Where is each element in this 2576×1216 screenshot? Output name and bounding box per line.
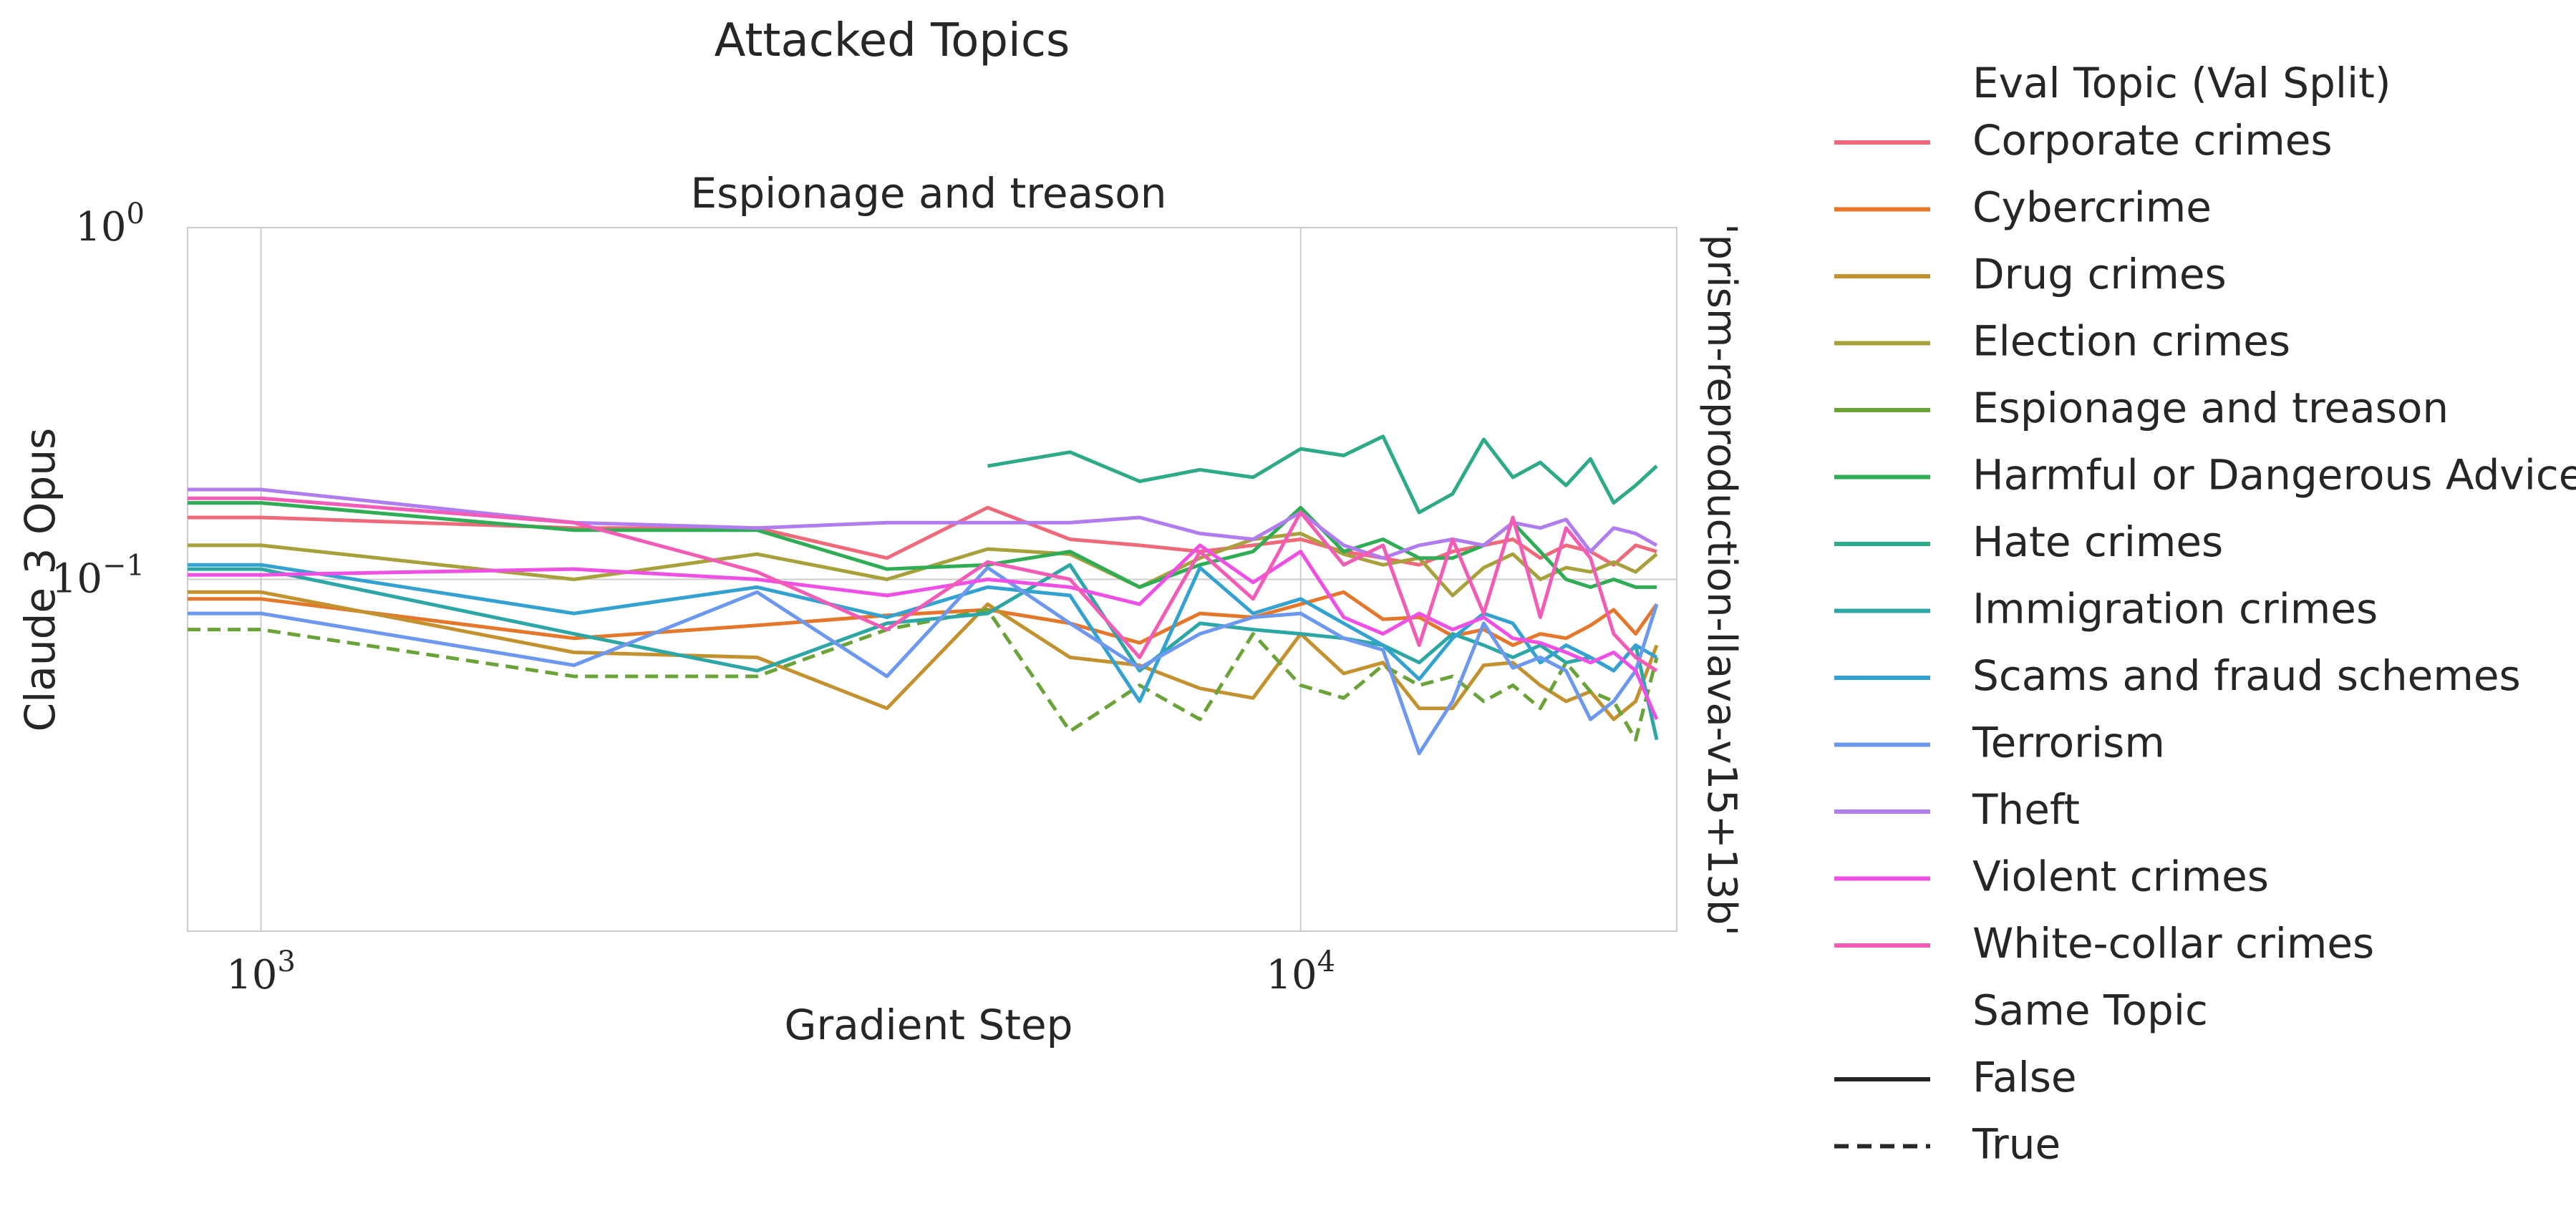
legend-label-harmful-or-dangerous-advice: Harmful or Dangerous Advice — [1972, 451, 2576, 500]
legend: Eval Topic (Val Split) Corporate crimesC… — [1834, 59, 2576, 1169]
legend-label-election-crimes: Election crimes — [1972, 317, 2290, 366]
legend-label-scams-and-fraud-schemes: Scams and fraud schemes — [1972, 651, 2521, 700]
plot-frame — [187, 227, 1677, 932]
series-line-drug-crimes — [188, 590, 1659, 721]
grid — [188, 227, 1677, 931]
series-lines — [188, 434, 1659, 756]
series-line-white-collar-crimes — [188, 496, 1658, 673]
legend-label-theft: Theft — [1972, 785, 2080, 834]
y-axis-label: Claude 3 Opus — [16, 428, 64, 732]
suptitle: Attacked Topics — [715, 14, 1070, 67]
series-line-cybercrime — [188, 590, 1659, 647]
legend-label-cybercrime: Cybercrime — [1972, 183, 2212, 232]
legend-label-terrorism: Terrorism — [1972, 719, 2165, 767]
x-tick-label-1: 104 — [1266, 945, 1335, 998]
series-line-theft — [188, 487, 1658, 560]
series-line-terrorism — [188, 565, 1659, 756]
series-line-harmful-or-dangerous-advice — [188, 501, 1657, 589]
series-line-espionage-and-treason — [188, 608, 1659, 742]
plot-title: Espionage and treason — [690, 169, 1166, 218]
x-axis-label: Gradient Step — [785, 1001, 1073, 1049]
legend-style-label-false: False — [1972, 1053, 2077, 1101]
axis-ticks: 103 104 100 10−1 — [52, 198, 1335, 998]
legend-label-white-collar-crimes: White-collar crimes — [1972, 919, 2374, 968]
legend-label-drug-crimes: Drug crimes — [1972, 250, 2227, 298]
y-tick-label-0: 100 — [75, 198, 145, 251]
legend-label-espionage-and-treason: Espionage and treason — [1972, 384, 2449, 432]
series-line-scams-and-fraud-schemes — [188, 563, 1658, 704]
legend-style-items: False True — [1834, 1053, 2077, 1169]
series-line-hate-crimes — [987, 434, 1658, 515]
legend-label-violent-crimes: Violent crimes — [1972, 852, 2269, 901]
legend-style-title: Same Topic — [1972, 986, 2208, 1035]
y-tick-label-1: 10−1 — [52, 550, 145, 603]
legend-label-hate-crimes: Hate crimes — [1972, 517, 2223, 566]
legend-items: Corporate crimes Cybercrime Drug crimes Ele… — [1834, 116, 2576, 968]
legend-style-label-true: True — [1972, 1120, 2061, 1169]
series-line-violent-crimes — [188, 543, 1659, 721]
row-label: 'prism-reproduction-llava-v15+13b' — [1698, 223, 1745, 936]
series-line-election-crimes — [188, 531, 1658, 598]
x-tick-label-0: 103 — [226, 945, 296, 998]
legend-label-immigration-crimes: Immigration crimes — [1972, 585, 2378, 633]
legend-title: Eval Topic (Val Split) — [1972, 59, 2391, 107]
legend-label-corporate-crimes: Corporate crimes — [1972, 116, 2333, 165]
